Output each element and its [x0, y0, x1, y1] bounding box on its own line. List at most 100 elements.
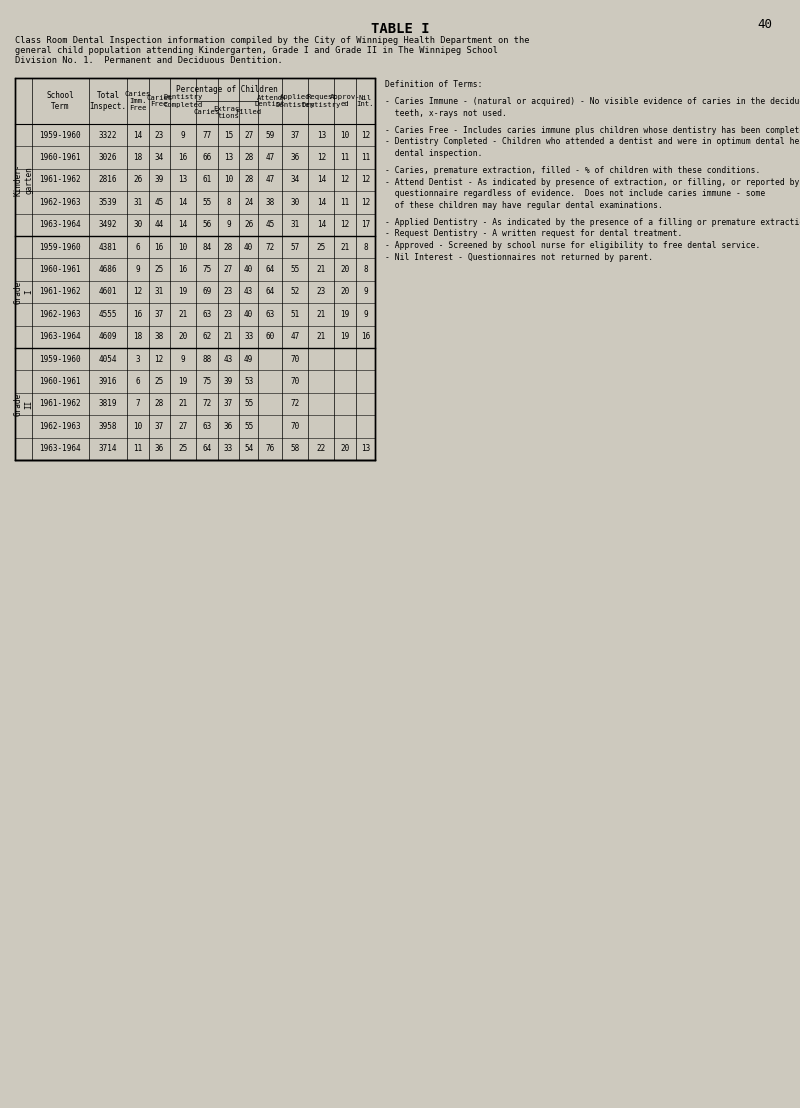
Text: 75: 75 [202, 265, 211, 274]
Text: 1959-1960: 1959-1960 [39, 355, 81, 363]
Text: 11: 11 [133, 444, 142, 453]
Text: 9: 9 [135, 265, 140, 274]
Text: 15: 15 [224, 131, 233, 140]
Text: 13: 13 [224, 153, 233, 162]
Text: 37: 37 [224, 400, 233, 409]
Text: 28: 28 [154, 400, 164, 409]
Text: School
Term: School Term [46, 91, 74, 111]
Text: - Nil Interest - Questionnaires not returned by parent.: - Nil Interest - Questionnaires not retu… [385, 253, 653, 261]
Text: 47: 47 [290, 332, 300, 341]
Text: 40: 40 [757, 18, 772, 31]
Text: Kinder-
garten: Kinder- garten [14, 164, 33, 196]
Text: 12: 12 [317, 153, 326, 162]
Text: 19: 19 [178, 377, 188, 386]
Text: 63: 63 [202, 422, 211, 431]
Text: 20: 20 [341, 265, 350, 274]
Text: 16: 16 [154, 243, 164, 252]
Text: Caries: Caries [194, 110, 220, 115]
Text: 21: 21 [224, 332, 233, 341]
Text: 16: 16 [361, 332, 370, 341]
Text: Extrac-
tions: Extrac- tions [213, 106, 244, 119]
Text: - Attend Dentist - As indicated by presence of extraction, or filling, or report: - Attend Dentist - As indicated by prese… [385, 177, 800, 187]
Text: 30: 30 [290, 198, 300, 207]
Text: 25: 25 [154, 265, 164, 274]
Text: Approv-
ed: Approv- ed [330, 94, 361, 107]
Text: 22: 22 [317, 444, 326, 453]
Text: 56: 56 [202, 220, 211, 229]
Text: 37: 37 [154, 422, 164, 431]
Text: 3026: 3026 [98, 153, 118, 162]
Text: 9: 9 [226, 220, 230, 229]
Text: TABLE I: TABLE I [370, 22, 430, 35]
Bar [15, 78, 375, 460]
Text: 20: 20 [178, 332, 188, 341]
Text: 76: 76 [266, 444, 274, 453]
Text: 14: 14 [133, 131, 142, 140]
Text: teeth, x-rays not used.: teeth, x-rays not used. [385, 109, 507, 117]
Text: 12: 12 [341, 175, 350, 185]
Text: 40: 40 [244, 265, 254, 274]
Text: 21: 21 [341, 243, 350, 252]
Text: 1961-1962: 1961-1962 [39, 400, 81, 409]
Text: 1962-1963: 1962-1963 [39, 422, 81, 431]
Text: 30: 30 [133, 220, 142, 229]
Text: 2816: 2816 [98, 175, 118, 185]
Text: Class Room Dental Inspection information compiled by the City of Winnipeg Health: Class Room Dental Inspection information… [15, 35, 530, 45]
Text: 9: 9 [181, 131, 186, 140]
Text: 51: 51 [290, 310, 300, 319]
Text: 21: 21 [317, 265, 326, 274]
Text: 25: 25 [154, 377, 164, 386]
Text: - Caries, premature extraction, filled - % of children with these conditions.: - Caries, premature extraction, filled -… [385, 166, 760, 175]
Text: of these children may have regular dental examinations.: of these children may have regular denta… [385, 201, 663, 209]
Text: 20: 20 [341, 444, 350, 453]
Text: 25: 25 [317, 243, 326, 252]
Text: 13: 13 [317, 131, 326, 140]
Text: 10: 10 [341, 131, 350, 140]
Text: 33: 33 [224, 444, 233, 453]
Text: 28: 28 [224, 243, 233, 252]
Text: 63: 63 [202, 310, 211, 319]
Text: 53: 53 [244, 377, 254, 386]
Text: 19: 19 [341, 310, 350, 319]
Text: 14: 14 [178, 198, 188, 207]
Text: - Request Dentistry - A written request for dental treatment.: - Request Dentistry - A written request … [385, 229, 682, 238]
Text: 3714: 3714 [98, 444, 118, 453]
Text: Grade
II: Grade II [14, 392, 33, 416]
Text: 23: 23 [224, 287, 233, 297]
Text: 62: 62 [202, 332, 211, 341]
Text: 55: 55 [290, 265, 300, 274]
Text: general child population attending Kindergarten, Grade I and Grade II in The Win: general child population attending Kinde… [15, 47, 498, 55]
Text: 12: 12 [361, 198, 370, 207]
Text: 66: 66 [202, 153, 211, 162]
Text: 3492: 3492 [98, 220, 118, 229]
Text: 44: 44 [154, 220, 164, 229]
Text: 24: 24 [244, 198, 254, 207]
Text: 4609: 4609 [98, 332, 118, 341]
Text: 3819: 3819 [98, 400, 118, 409]
Text: 23: 23 [224, 310, 233, 319]
Text: 1963-1964: 1963-1964 [39, 444, 81, 453]
Text: 16: 16 [178, 265, 188, 274]
Text: 39: 39 [154, 175, 164, 185]
Text: 3958: 3958 [98, 422, 118, 431]
Text: - Caries Free - Includes caries immune plus children whose dentistry has been co: - Caries Free - Includes caries immune p… [385, 126, 800, 135]
Text: 63: 63 [266, 310, 274, 319]
Text: 59: 59 [266, 131, 274, 140]
Text: 31: 31 [290, 220, 300, 229]
Text: 38: 38 [154, 332, 164, 341]
Text: 21: 21 [178, 400, 188, 409]
Text: 1960-1961: 1960-1961 [39, 377, 81, 386]
Text: 28: 28 [244, 153, 254, 162]
Text: 47: 47 [266, 175, 274, 185]
Text: 10: 10 [224, 175, 233, 185]
Text: 28: 28 [244, 175, 254, 185]
Text: 23: 23 [317, 287, 326, 297]
Text: 1962-1963: 1962-1963 [39, 310, 81, 319]
Text: 16: 16 [178, 153, 188, 162]
Text: - Caries Immune - (natural or acquired) - No visible evidence of caries in the d: - Caries Immune - (natural or acquired) … [385, 98, 800, 106]
Text: Caries
Free: Caries Free [146, 94, 172, 107]
Text: - Applied Dentistry - As indicated by the presence of a filling or premature ext: - Applied Dentistry - As indicated by th… [385, 218, 800, 227]
Text: 75: 75 [202, 377, 211, 386]
Text: 33: 33 [244, 332, 254, 341]
Text: 55: 55 [202, 198, 211, 207]
